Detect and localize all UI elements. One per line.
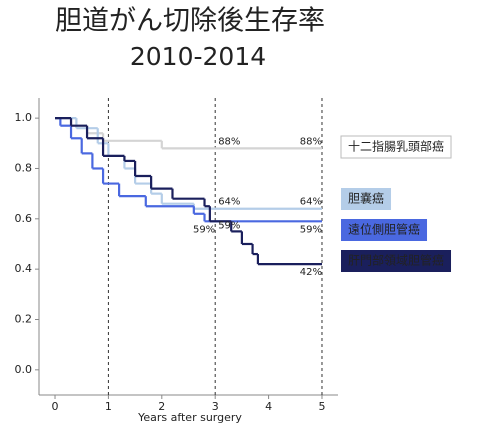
x-tick-label: 1 xyxy=(105,400,112,413)
legend-box xyxy=(341,250,452,272)
annotation: 88% xyxy=(300,136,322,147)
y-tick-label: 0.2 xyxy=(15,312,33,325)
y-tick-label: 0.4 xyxy=(15,262,33,275)
annotation: 59% xyxy=(218,220,240,231)
legend-box xyxy=(340,135,452,159)
legend-box xyxy=(341,219,428,241)
annotation: 64% xyxy=(218,197,240,208)
legend-item: 十二指腸乳頭部癌 xyxy=(340,135,452,159)
x-axis-label: Years after surgery xyxy=(137,411,242,424)
series xyxy=(55,117,322,266)
y-tick-label: 0.8 xyxy=(15,161,33,174)
legend-label: 肝門部領域胆管癌 xyxy=(348,253,444,268)
annotation: 42% xyxy=(300,267,322,278)
annotation: 59% xyxy=(193,224,215,235)
x-tick-label: 3 xyxy=(212,400,219,413)
series xyxy=(55,117,322,210)
legend-label: 十二指腸乳頭部癌 xyxy=(348,139,444,154)
y-tick-label: 0.0 xyxy=(15,363,33,376)
chart-title: 胆道がん切除後生存率 xyxy=(55,6,325,37)
legend-item: 遠位側胆管癌 xyxy=(341,219,428,241)
legend-label: 遠位側胆管癌 xyxy=(348,222,420,237)
legend-box xyxy=(341,188,392,210)
y-tick-label: 1.0 xyxy=(15,111,33,124)
chart-subtitle: 2010-2014 xyxy=(130,42,266,71)
legend-item: 肝門部領域胆管癌 xyxy=(341,250,452,272)
legend-label: 胆嚢癌 xyxy=(348,191,384,206)
x-tick-label: 0 xyxy=(52,400,59,413)
annotation: 88% xyxy=(218,136,240,147)
annotation: 59% xyxy=(300,224,322,235)
x-tick-label: 5 xyxy=(318,400,325,413)
series xyxy=(55,117,322,150)
legend-item: 胆嚢癌 xyxy=(341,188,392,210)
x-tick-label: 2 xyxy=(158,400,165,413)
y-tick-label: 0.6 xyxy=(15,212,33,225)
x-tick-label: 4 xyxy=(265,400,272,413)
annotation: 64% xyxy=(300,197,322,208)
